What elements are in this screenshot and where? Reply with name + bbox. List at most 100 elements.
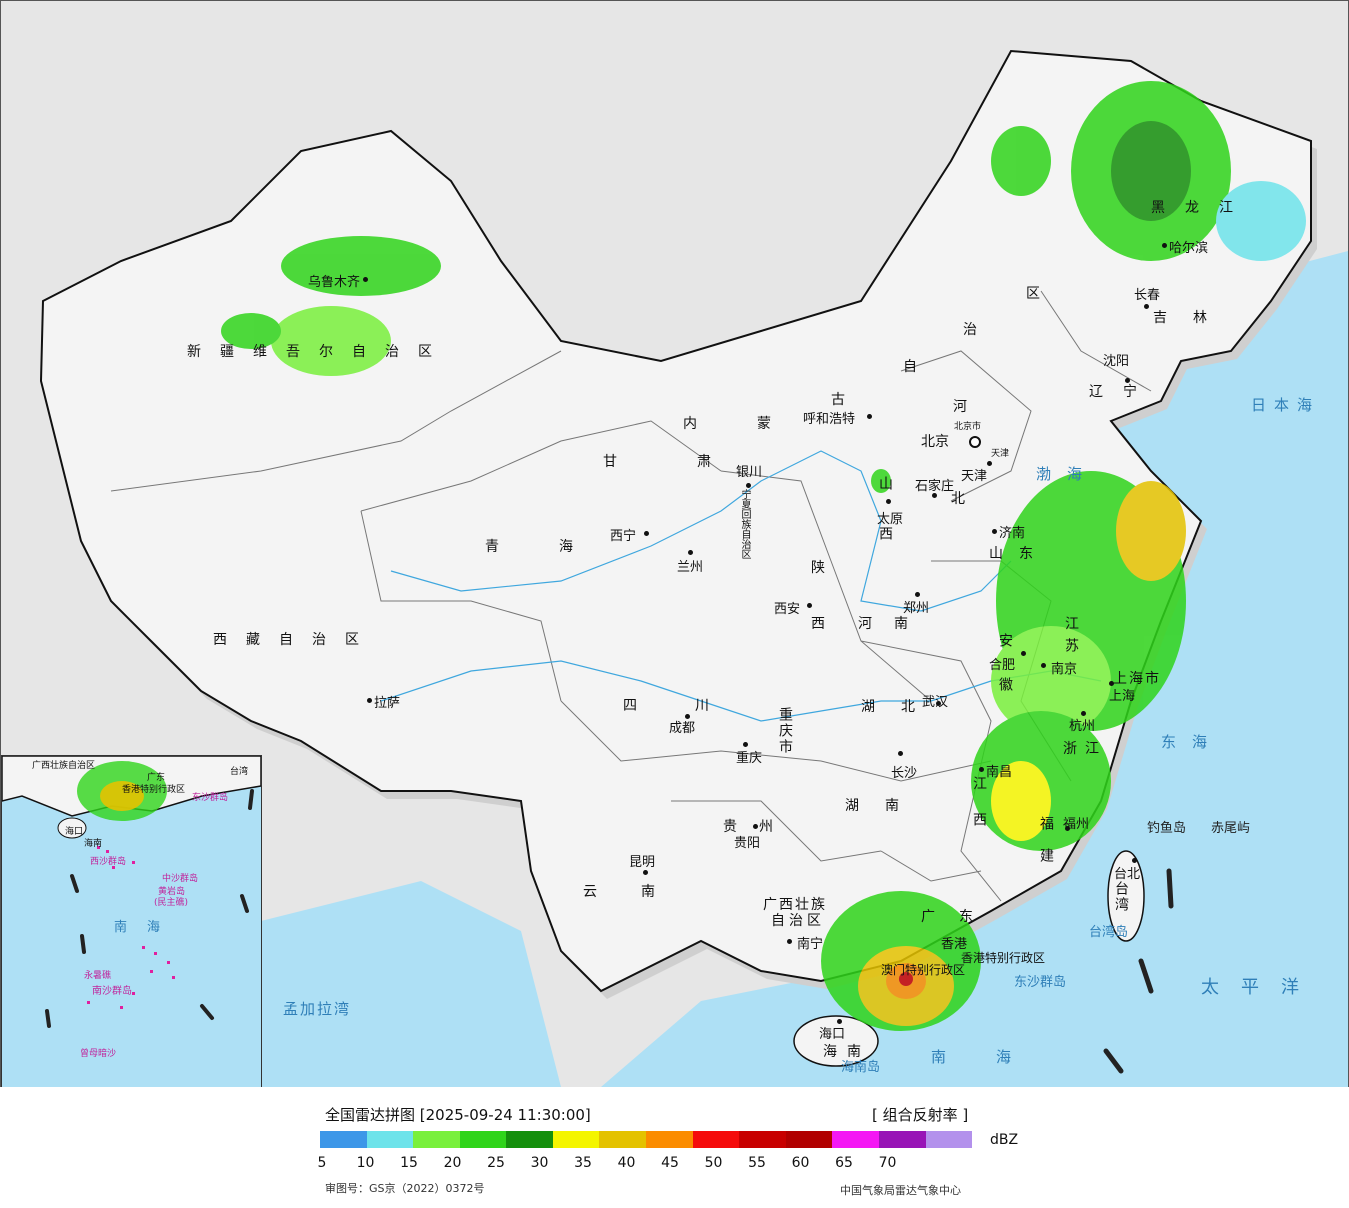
city-dot [867,414,872,419]
city-dot [688,550,693,555]
province-xizang: 西藏自治区 [213,632,378,648]
city-dot [987,461,992,466]
city-dot [644,531,649,536]
bay-of-bengal [261,881,561,1087]
scale-swatch [646,1131,693,1148]
city-shenyang: 沈阳 [1103,354,1130,369]
scale-swatch [459,1131,507,1148]
scale-swatch [832,1131,879,1148]
province-taiwan: 台湾 [1113,881,1129,913]
scale-tick-label: 20 [443,1155,462,1171]
province-jiangxi: 江西 [971,776,987,848]
city-dot [979,767,984,772]
island-dongsha: 东沙群岛 [1014,975,1067,990]
province-shanghai: 上海市 [1113,671,1161,687]
inset-yongshu: 永暑礁 [84,971,112,981]
province-neimenggu-1: 内蒙 [683,416,831,432]
inset-haikou: 海口 [65,827,84,837]
province-hebei-2: 北 [951,491,984,507]
province-hainan: 海南 [823,1044,871,1060]
sea-nanhai: 南海 [931,1048,1062,1066]
city-dot [1041,663,1046,668]
scale-swatch [878,1131,926,1148]
taiwan-island [1107,850,1145,942]
city-taiyuan: 太原 [877,512,904,527]
inset-xisha: 西沙群岛 [90,857,127,867]
city-haerbin: 哈尔滨 [1169,241,1209,256]
scale-tick-label: 5 [317,1155,327,1171]
city-huhehaote: 呼和浩特 [803,412,856,427]
scale-tick-label: 60 [791,1155,810,1171]
city-dot [685,714,690,719]
province-shaanxi-1: 陕 [811,560,844,576]
province-liaoning: 辽宁 [1089,384,1157,400]
color-scale-bar [320,1131,973,1148]
city-hefei: 合肥 [989,658,1016,673]
province-chongqing: 重庆市 [777,707,793,755]
sea-area [601,251,1348,1087]
province-hubei: 湖北 [861,699,941,715]
scale-swatch [506,1131,553,1148]
city-jinan: 济南 [999,526,1026,541]
province-fujian: 福建 [1038,816,1054,880]
province-guangxi-1: 广西壮族 [763,897,827,913]
city-fuzhou: 福州 [1063,817,1090,832]
province-anhui: 安徽 [997,633,1013,721]
sea-bohai: 渤海 [1036,465,1099,483]
south-china-sea-inset: 广西壮族自治区 广东 台湾 香港特别行政区 东沙群岛 海口 海南 西沙群岛 中沙… [1,755,262,1087]
province-neimenggu-4: 治 [963,322,996,338]
city-dot [753,824,758,829]
island-diaoyudao: 钓鱼岛 [1147,821,1187,836]
city-dot [1162,243,1167,248]
city-hangzhou: 杭州 [1069,719,1096,734]
scale-swatch [366,1131,414,1148]
province-xinjiang: 新疆维吾尔自治区 [187,344,451,360]
province-guangdong: 广东 [921,909,997,925]
city-dot [787,939,792,944]
city-nanning: 南宁 [797,937,824,952]
city-dot [367,698,372,703]
inset-taiwan: 台湾 [230,767,249,777]
scale-tick-label: 50 [704,1155,723,1171]
province-yunnan: 云南 [583,884,699,900]
city-dot [807,603,812,608]
city-chengdu: 成都 [669,721,696,736]
province-shandong: 山东 [989,546,1049,562]
city-dot [837,1019,842,1024]
scale-swatch [692,1131,740,1148]
city-shijiazhuang: 石家庄 [915,479,955,494]
city-tianjin: 天津 [961,469,988,484]
province-xianggang: 香港特别行政区 [961,951,1046,965]
city-dot [743,742,748,747]
city-dot [1021,651,1026,656]
sea-taipingyang: 太平洋 [1201,977,1321,998]
city-shanghai: 上海 [1109,689,1136,704]
city-xining: 西宁 [610,529,637,544]
scale-tick-label: 35 [574,1155,592,1171]
scale-tick-label: 65 [835,1155,853,1171]
legend-source: 中国气象局雷达气象中心 [840,1184,961,1197]
inset-huangyan: 黄岩岛 [158,887,186,897]
city-lanzhou: 兰州 [677,560,704,575]
scale-tick-label: 40 [617,1155,636,1171]
city-lasa: 拉萨 [374,696,401,711]
city-taibei: 台北 [1114,867,1141,882]
scale-tick-label: 70 [878,1155,897,1171]
city-changsha: 长沙 [891,766,918,781]
island-chiweiyu: 赤尾屿 [1211,821,1251,836]
scale-tick-label: 30 [530,1155,549,1171]
inset-zhongsha: 中沙群岛 [162,874,199,884]
legend-approval-number: 审图号：GS京（2022）0372号 [325,1182,485,1195]
scale-swatch [925,1131,973,1148]
scale-tick-label: 55 [748,1155,766,1171]
province-henan: 河南 [858,616,930,632]
city-dot [746,483,751,488]
province-neimenggu-5: 区 [1026,286,1059,302]
city-dot [1144,304,1149,309]
city-nanjing: 南京 [1051,662,1078,677]
inset-xianggang: 香港特别行政区 [122,785,186,795]
scale-tick-label: 45 [661,1155,679,1171]
province-ningxia: 宁夏回族自治区 [739,489,750,559]
city-dot [886,499,891,504]
city-dot [1109,681,1114,686]
